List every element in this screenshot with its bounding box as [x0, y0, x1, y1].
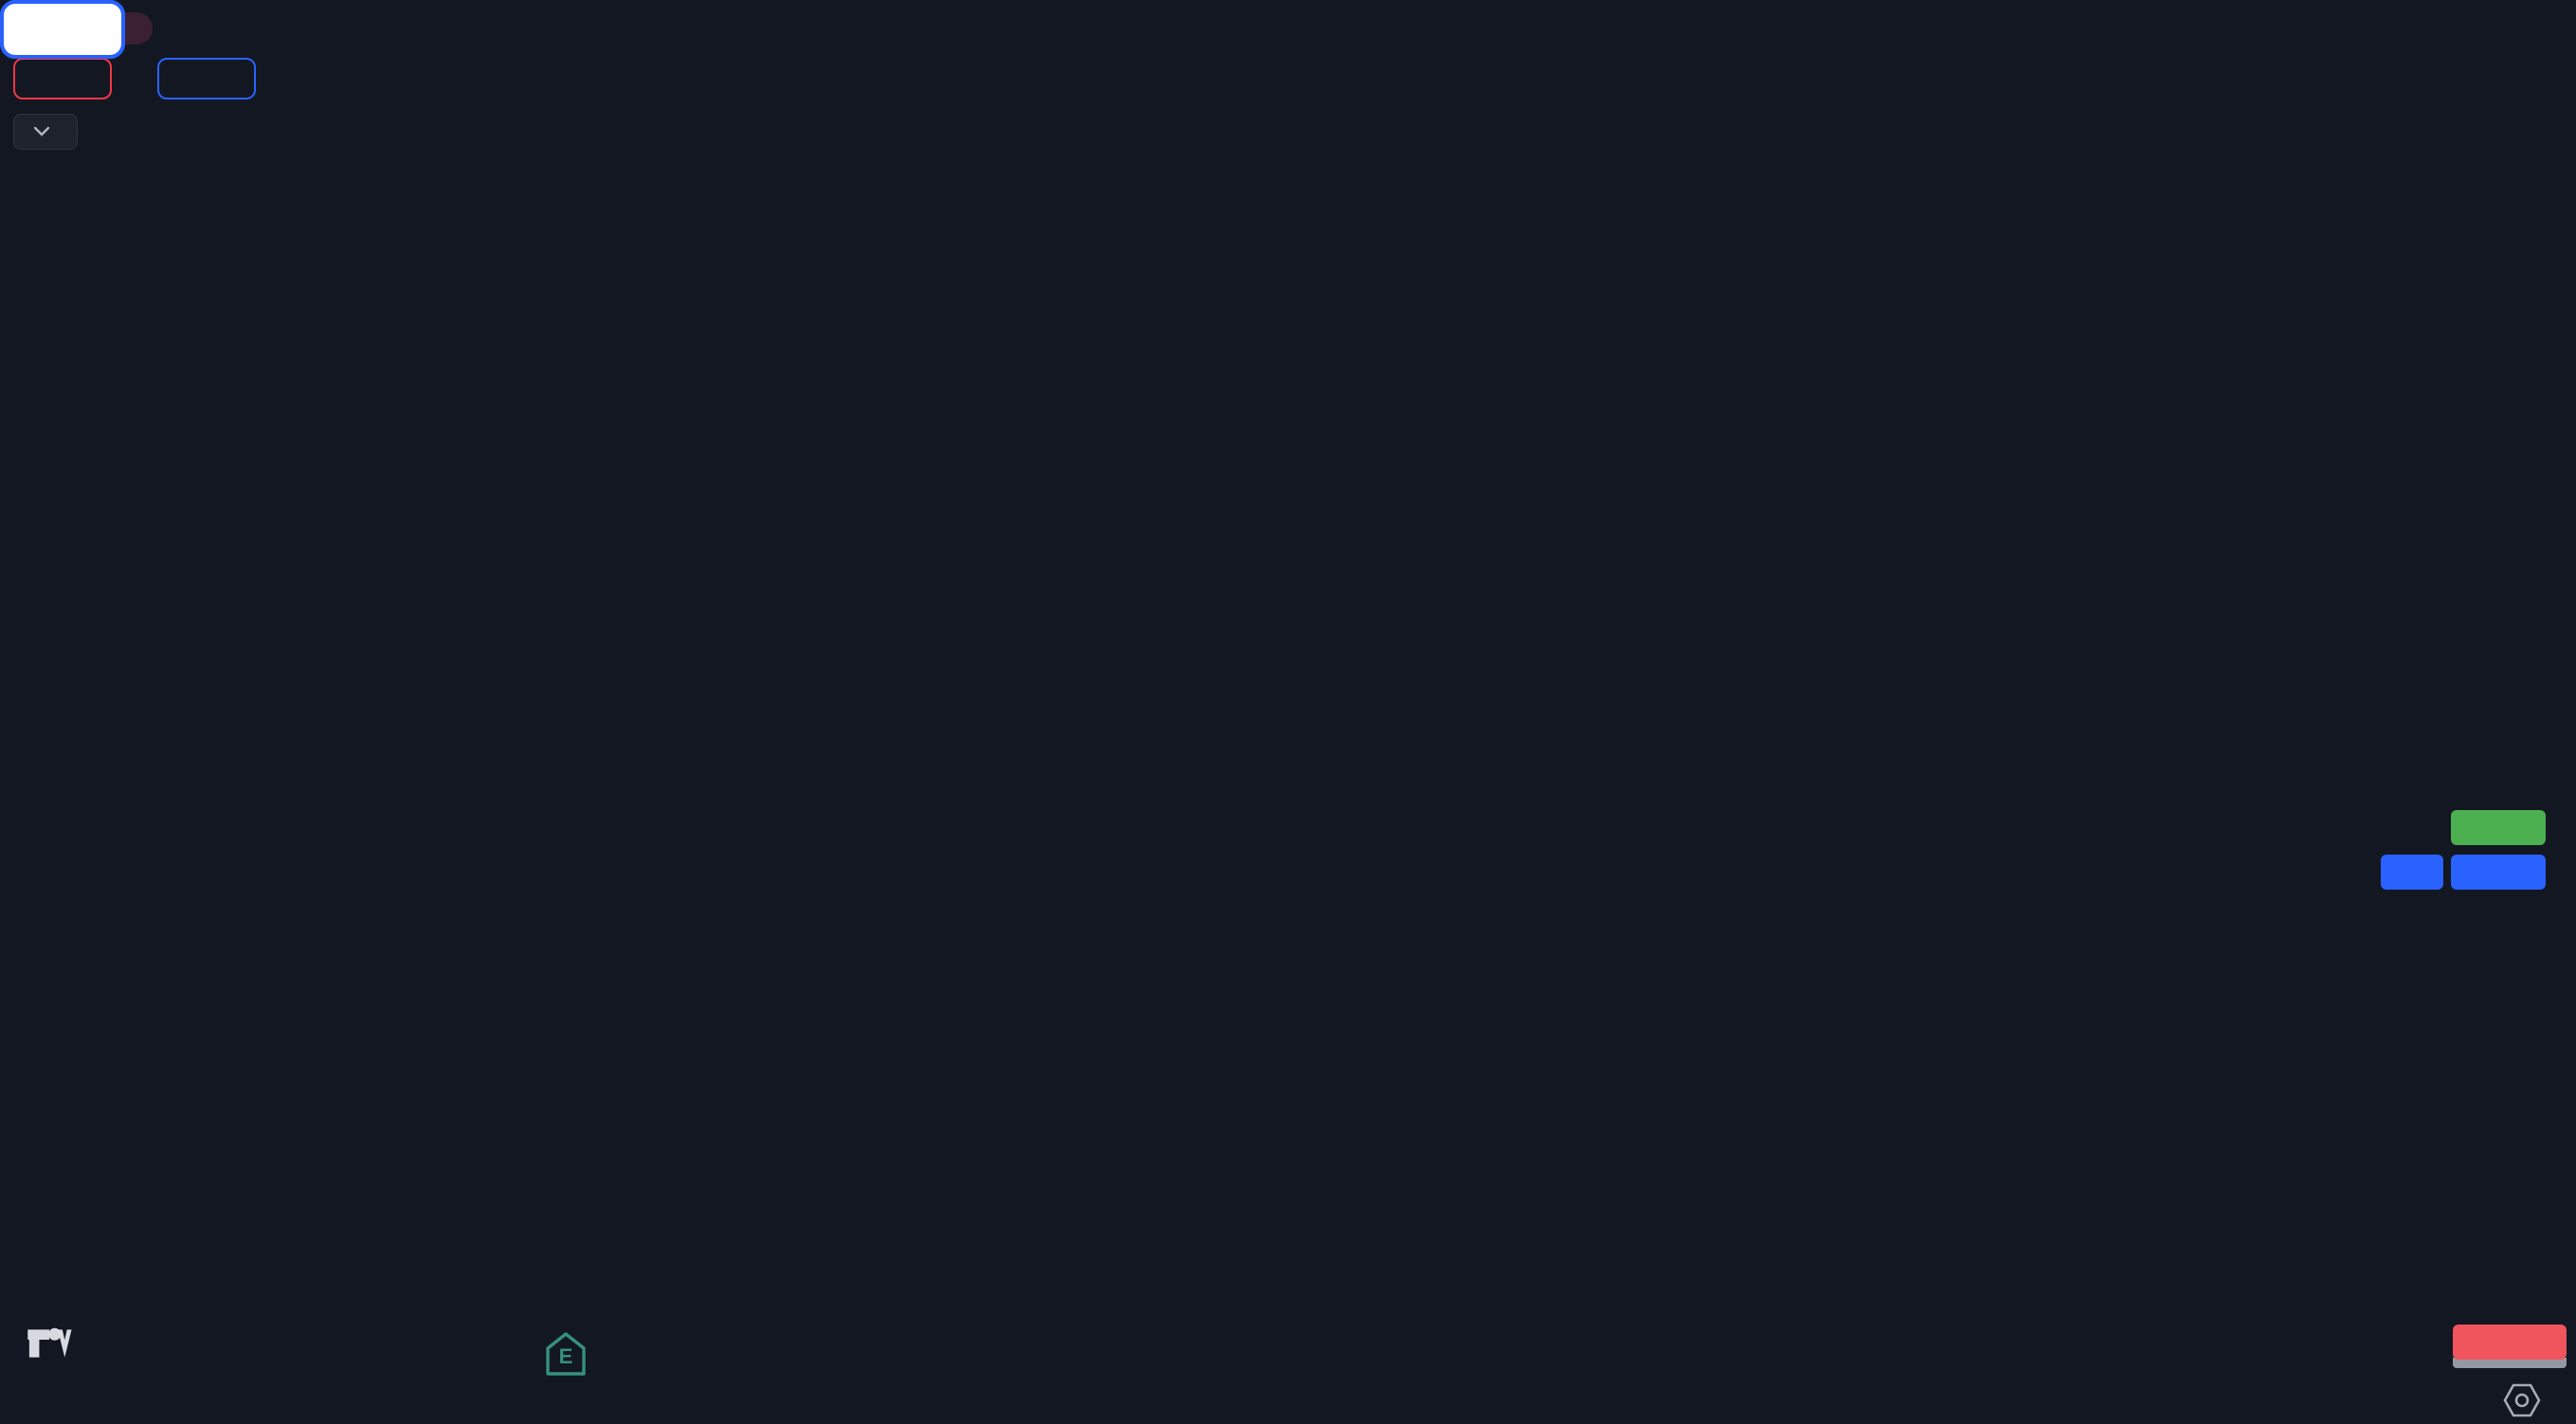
svg-text:E: E [559, 1344, 573, 1368]
volume-value-tag [2453, 1325, 2567, 1360]
price-callout-31-51[interactable] [0, 0, 125, 59]
gear-icon [2503, 1383, 2541, 1417]
volume-ma-tag [2453, 1358, 2567, 1368]
price-scale-settings-button[interactable] [2502, 1381, 2542, 1424]
ohlc-row [548, 9, 641, 47]
chevron-down-icon [34, 127, 49, 136]
earnings-marker[interactable]: E [546, 1332, 586, 1380]
object-tree-collapse-button[interactable] [13, 114, 78, 150]
buy-button[interactable] [157, 58, 256, 99]
level-price-tag [2451, 810, 2546, 845]
sell-button[interactable] [13, 58, 112, 99]
tradingview-watermark [25, 1319, 87, 1368]
tradingview-logo-icon [27, 1327, 72, 1358]
bid-ask-row [13, 57, 256, 100]
post-market-tag [2381, 855, 2443, 890]
last-price-tag [2451, 855, 2546, 890]
earnings-icon: E [546, 1332, 586, 1376]
